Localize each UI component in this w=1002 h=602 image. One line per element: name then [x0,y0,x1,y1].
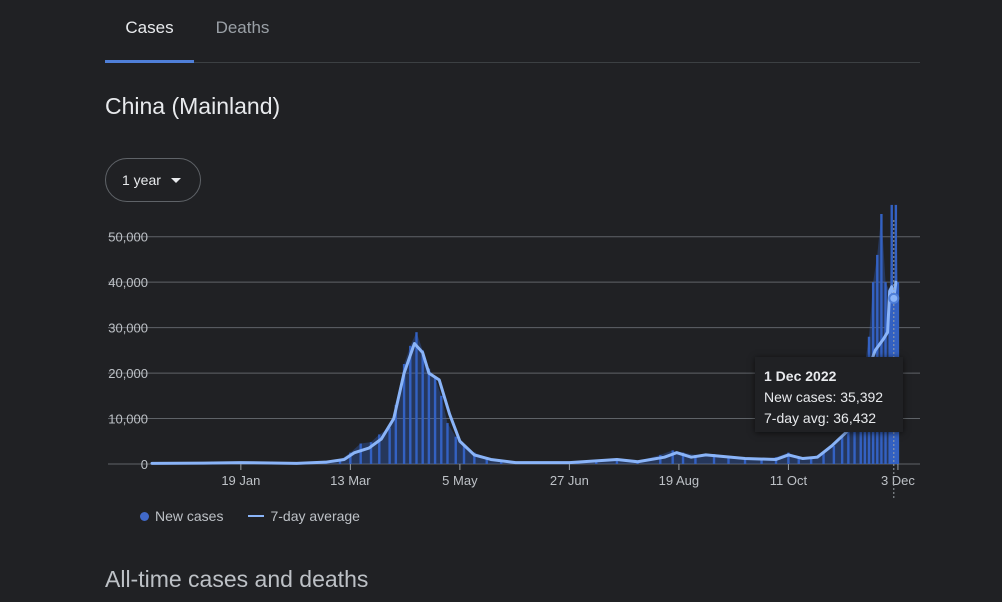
y-tick-label: 30,000 [108,321,148,336]
new-cases-bar [446,423,449,464]
tab-deaths-label: Deaths [215,18,270,37]
new-cases-bar [409,345,412,464]
new-cases-bar [840,436,844,464]
new-cases-bar [671,450,674,464]
new-cases-bar [615,460,619,464]
new-cases-bar [743,458,747,464]
new-cases-bar [349,452,352,464]
x-tick-label: 13 Mar [330,473,371,488]
new-cases-bar [894,204,898,464]
new-cases-bar [359,443,362,464]
new-cases-bar [890,204,893,464]
tooltip-new-cases: New cases: 35,392 [764,389,884,405]
new-cases-bar [832,445,836,464]
x-tick-label: 11 Oct [770,473,808,488]
new-cases-bar [809,457,813,464]
new-cases-bar [427,368,431,464]
region-title: China (Mainland) [105,93,281,119]
new-cases-bar [454,436,457,464]
new-cases-bar [712,454,716,464]
new-cases-bar [440,395,443,464]
x-tick-label: 19 Aug [659,473,700,488]
active-tab-indicator [105,60,194,63]
time-range-value: 1 year [122,172,161,188]
new-cases-bar [853,409,856,464]
new-cases-bar [473,452,476,464]
new-cases-bar [880,214,883,464]
legend-new-cases: New cases [155,508,224,524]
new-cases-bar [394,404,398,464]
y-tick-label: 20,000 [108,366,148,381]
tab-cases-label: Cases [125,18,174,37]
tooltip-date: 1 Dec 2022 [764,368,837,384]
chart-legend: New cases 7-day average [140,508,360,524]
new-cases-bar [847,418,850,464]
axis-labels: 0 10,000 20,000 30,000 40,000 50,000 19 Jan 13 … [108,230,915,488]
new-cases-bar [433,377,437,464]
new-cases-bar [378,434,381,464]
new-cases-bar [727,457,730,464]
x-tick-label: 3 Dec [881,473,915,488]
x-tick-label: 5 May [442,473,478,488]
new-cases-bar [369,442,373,464]
new-cases-bar [595,460,598,464]
new-cases-bar [462,445,466,464]
caret-down-icon [170,177,181,183]
hover-point [888,292,900,304]
section-heading: All-time cases and deaths [105,566,369,592]
tab-deaths[interactable]: Deaths [194,18,291,62]
tab-bar: Cases Deaths [105,0,920,63]
y-tick-label: 40,000 [108,275,148,290]
legend-seven-day-average: 7-day average [270,508,360,524]
new-cases-legend-icon [140,511,149,521]
y-tick-label: 50,000 [108,230,148,245]
y-tick-label: 10,000 [108,412,148,427]
seven-day-average-legend-icon [248,515,265,517]
new-cases-bar [388,427,391,464]
tooltip-seven-day-avg: 7-day avg: 36,432 [764,410,877,426]
time-range-dropdown[interactable]: 1 year [105,158,201,202]
new-cases-bar [797,457,800,464]
x-tick-label: 19 Jan [221,473,260,488]
chart-tooltip: 1 Dec 2022 New cases: 35,392 7-day avg: … [755,357,903,432]
new-cases-bar [402,364,406,464]
x-tick-label: 27 Jun [550,473,589,488]
new-cases-bar [421,350,424,464]
tab-cases[interactable]: Cases [105,18,194,63]
new-cases-bar [694,454,697,464]
new-cases-bar [415,332,418,464]
new-cases-bar [822,452,825,464]
new-cases-bar [659,454,662,464]
new-cases-bar [485,457,488,464]
new-cases-bar [338,459,342,464]
y-tick-label: 0 [141,457,148,472]
new-cases-bar [787,452,790,464]
new-cases-bar [681,452,685,464]
new-cases-bar [760,459,763,464]
